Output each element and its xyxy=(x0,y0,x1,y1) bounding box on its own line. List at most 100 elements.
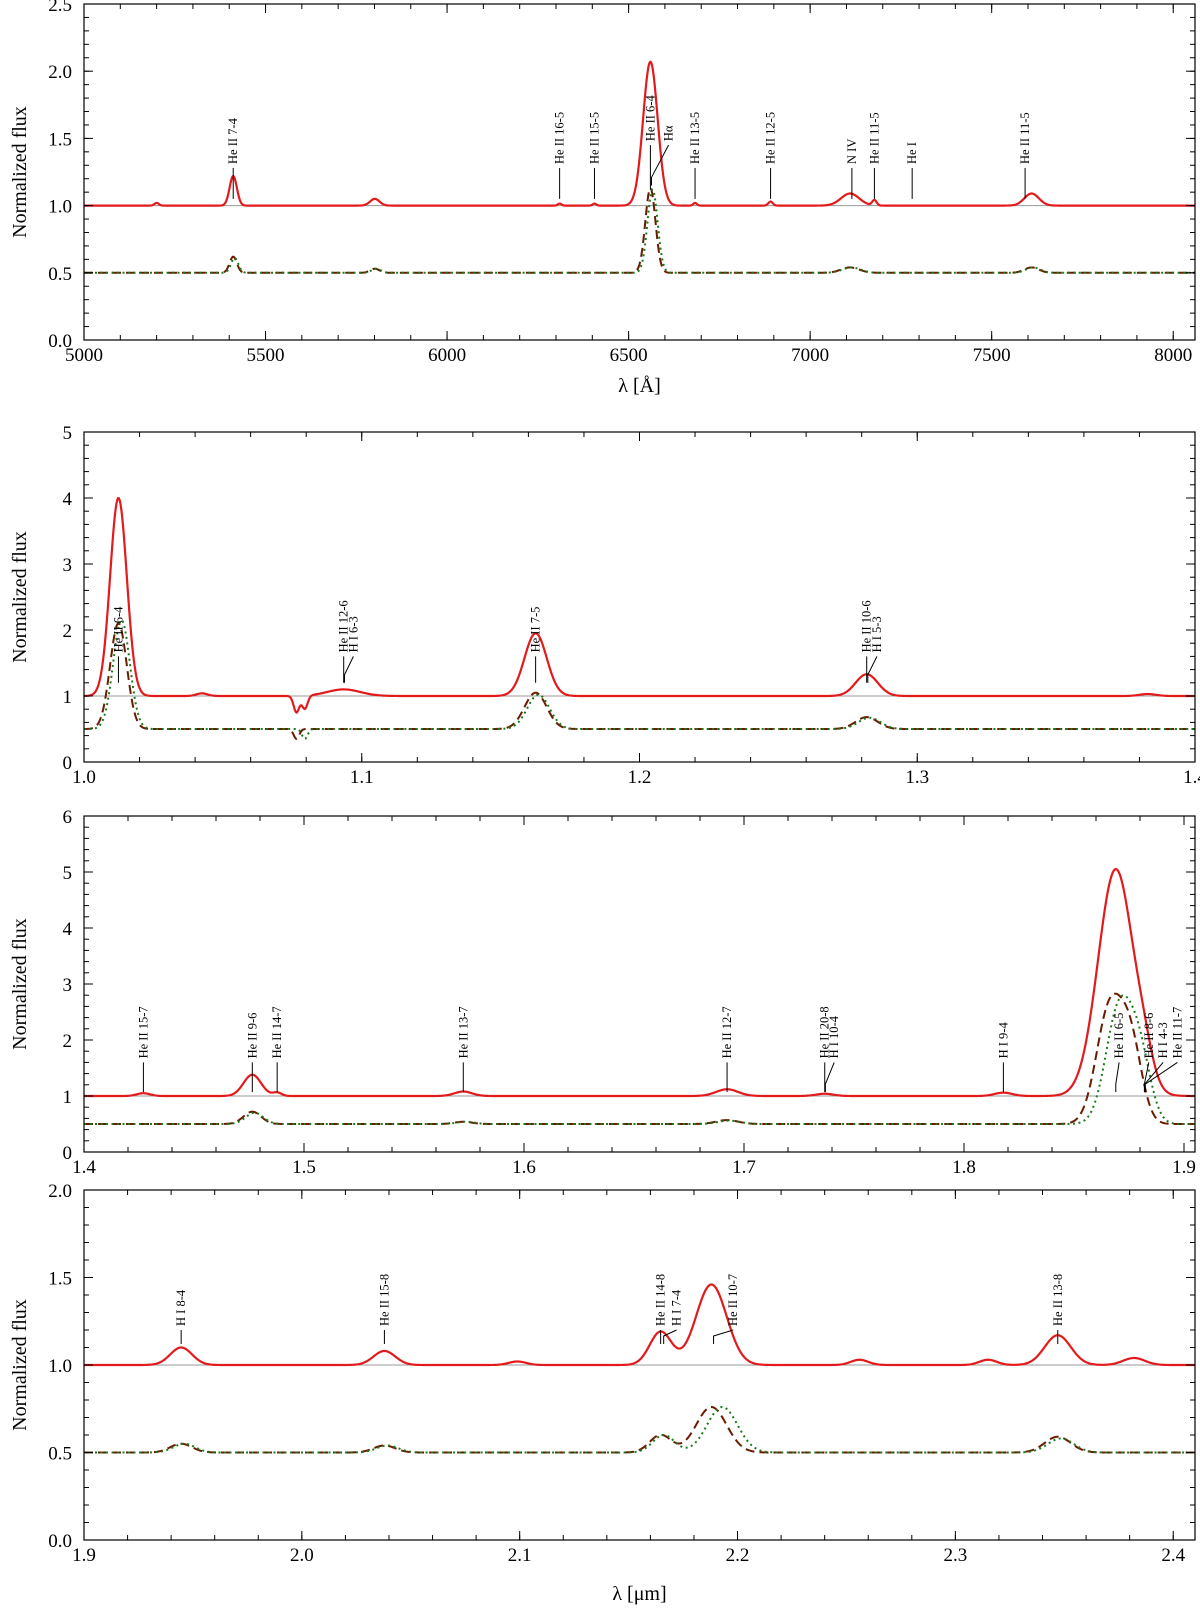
y-tick-label: 3 xyxy=(63,975,73,996)
x-tick-label: 6000 xyxy=(428,345,466,366)
y-axis-label: Normalized flux xyxy=(9,531,31,663)
y-axis-label: Normalized flux xyxy=(9,106,31,238)
x-tick-label: 1.8 xyxy=(952,1157,976,1178)
plot-frame xyxy=(83,431,1196,763)
line-id-label: He II 15-8 xyxy=(377,1274,391,1326)
line-marker xyxy=(1144,1061,1178,1093)
line-id-label: He II 10-7 xyxy=(726,1274,740,1326)
spectrum-solid-line xyxy=(84,496,1195,714)
x-tick-label: 5000 xyxy=(65,345,103,366)
line-id-label: He II 14-7 xyxy=(270,1006,284,1058)
plot-area xyxy=(84,496,1195,740)
y-tick-label: 1.5 xyxy=(48,1269,72,1290)
x-tick-label: 1.3 xyxy=(905,767,929,788)
y-tick-label: 4 xyxy=(63,489,73,510)
y-tick-label: 0.5 xyxy=(48,264,72,285)
line-id-label: N IV xyxy=(845,139,859,164)
line-id-label: He II 10-6 xyxy=(860,600,874,652)
line-marker xyxy=(713,1329,734,1344)
panel-2: 1.0 1.1 1.2 1.3 1.4 0 1 2 3 4 5 Normalized flux He I… xyxy=(9,423,1200,788)
y-tick-label: 2.0 xyxy=(48,62,72,83)
y-tick-label: 1 xyxy=(63,1087,73,1108)
line-id-label: He II 6-4 xyxy=(111,606,125,653)
line-id-label: He II 15-7 xyxy=(136,1006,150,1058)
x-tick-label: 2.3 xyxy=(943,1545,967,1566)
spectrum-dotted-line xyxy=(84,188,1195,274)
y-tick-label: 1.0 xyxy=(48,197,72,218)
line-id-label: He II 6-4 xyxy=(643,95,657,142)
line-id-label: H I 10-4 xyxy=(827,1015,841,1058)
x-tick-label: 7000 xyxy=(791,345,829,366)
plot-area xyxy=(84,60,1195,274)
x-tick-label: 1.4 xyxy=(1183,767,1200,788)
line-id-label: He II 12-6 xyxy=(337,600,351,652)
line-id-label: He II 12-7 xyxy=(720,1006,734,1058)
spectrum-dashed-line xyxy=(84,1406,1195,1454)
line-id-label: He II 11-5 xyxy=(867,112,881,164)
y-tick-label: 2 xyxy=(63,621,73,642)
line-id-label: He II 12-5 xyxy=(764,112,778,164)
line-id-label: H I 7-4 xyxy=(670,1289,684,1326)
spectrum-solid-line xyxy=(84,1283,1195,1367)
y-tick-label: 0 xyxy=(63,1143,73,1164)
line-id-label: Hα xyxy=(662,125,676,141)
y-tick-label: 0.5 xyxy=(48,1444,72,1465)
plot-frame xyxy=(83,3,1196,341)
y-tick-label: 2.0 xyxy=(48,1181,72,1202)
line-id-label: He I xyxy=(905,142,919,164)
panel-1: 5000 5500 6000 6500 7000 7500 8000 0.0 0.5 1.0 1.5… xyxy=(9,0,1196,397)
line-id-label: He II 7-5 xyxy=(529,607,543,653)
line-id-label: He II 15-5 xyxy=(587,112,601,164)
x-tick-label: 7500 xyxy=(973,345,1011,366)
spectrum-solid-line xyxy=(84,60,1195,207)
line-id-label: He II 6-5 xyxy=(1112,1013,1126,1059)
y-tick-label: 0 xyxy=(63,753,73,774)
x-tick-label: 8000 xyxy=(1154,345,1192,366)
x-tick-label: 1.9 xyxy=(1172,1157,1196,1178)
y-axis-label: Normalized flux xyxy=(9,918,31,1050)
line-marker xyxy=(663,1329,677,1344)
x-tick-label: 1.4 xyxy=(72,1157,96,1178)
line-marker xyxy=(344,656,354,683)
line-id-label: He II 20-8 xyxy=(818,1006,832,1058)
x-tick-label: 2.0 xyxy=(290,1545,314,1566)
y-tick-label: 2 xyxy=(63,1031,73,1052)
panel-3: 1.4 1.5 1.6 1.7 1.8 1.9 0 1 2 3 4 5 6 Normalized flux… xyxy=(9,807,1196,1178)
spectrum-dotted-line xyxy=(84,994,1195,1125)
line-marker xyxy=(824,1062,835,1093)
y-tick-label: 1 xyxy=(63,687,73,708)
y-axis-label: Normalized flux xyxy=(9,1299,31,1431)
x-axis-label: λ [Å] xyxy=(618,375,660,397)
y-tick-label: 4 xyxy=(63,919,73,940)
x-tick-label: 1.5 xyxy=(292,1157,316,1178)
y-tick-label: 5 xyxy=(63,863,73,884)
y-tick-label: 0.0 xyxy=(48,331,72,352)
line-id-label: He II 9-6 xyxy=(245,1013,259,1059)
panel-4: 1.9 2.0 2.1 2.2 2.3 2.4 0.0 0.5 1.0 1.5 2.0 Normali… xyxy=(9,1181,1196,1605)
line-marker xyxy=(867,656,878,683)
line-id-label: He II 13-7 xyxy=(456,1006,470,1058)
plot-area xyxy=(84,1283,1195,1454)
spectrum-solid-line xyxy=(84,867,1195,1098)
spectrum-dashed-line xyxy=(84,622,1195,740)
line-id-label: He II 14-8 xyxy=(654,1274,668,1326)
line-id-label: He II 8-6 xyxy=(1142,1013,1156,1059)
line-id-label: He II 11-7 xyxy=(1170,1007,1184,1059)
line-marker xyxy=(650,144,669,186)
y-tick-label: 3 xyxy=(63,555,73,576)
line-id-label: He II 13-8 xyxy=(1051,1274,1065,1326)
spectrum-dotted-line xyxy=(84,619,1195,740)
x-tick-label: 1.6 xyxy=(512,1157,536,1178)
plot-frame xyxy=(83,815,1196,1153)
x-tick-label: 1.2 xyxy=(628,767,652,788)
y-tick-label: 6 xyxy=(63,807,73,828)
spectrum-dashed-line xyxy=(84,186,1195,274)
x-tick-label: 6500 xyxy=(610,345,648,366)
line-id-label: He II 11-5 xyxy=(1018,112,1032,164)
line-id-label: H I 8-4 xyxy=(174,1289,188,1326)
line-id-label: H I 4-3 xyxy=(1156,1022,1170,1058)
line-id-label: He II 16-5 xyxy=(553,112,567,164)
x-tick-label: 1.7 xyxy=(732,1157,756,1178)
x-tick-label: 1.1 xyxy=(350,767,374,788)
